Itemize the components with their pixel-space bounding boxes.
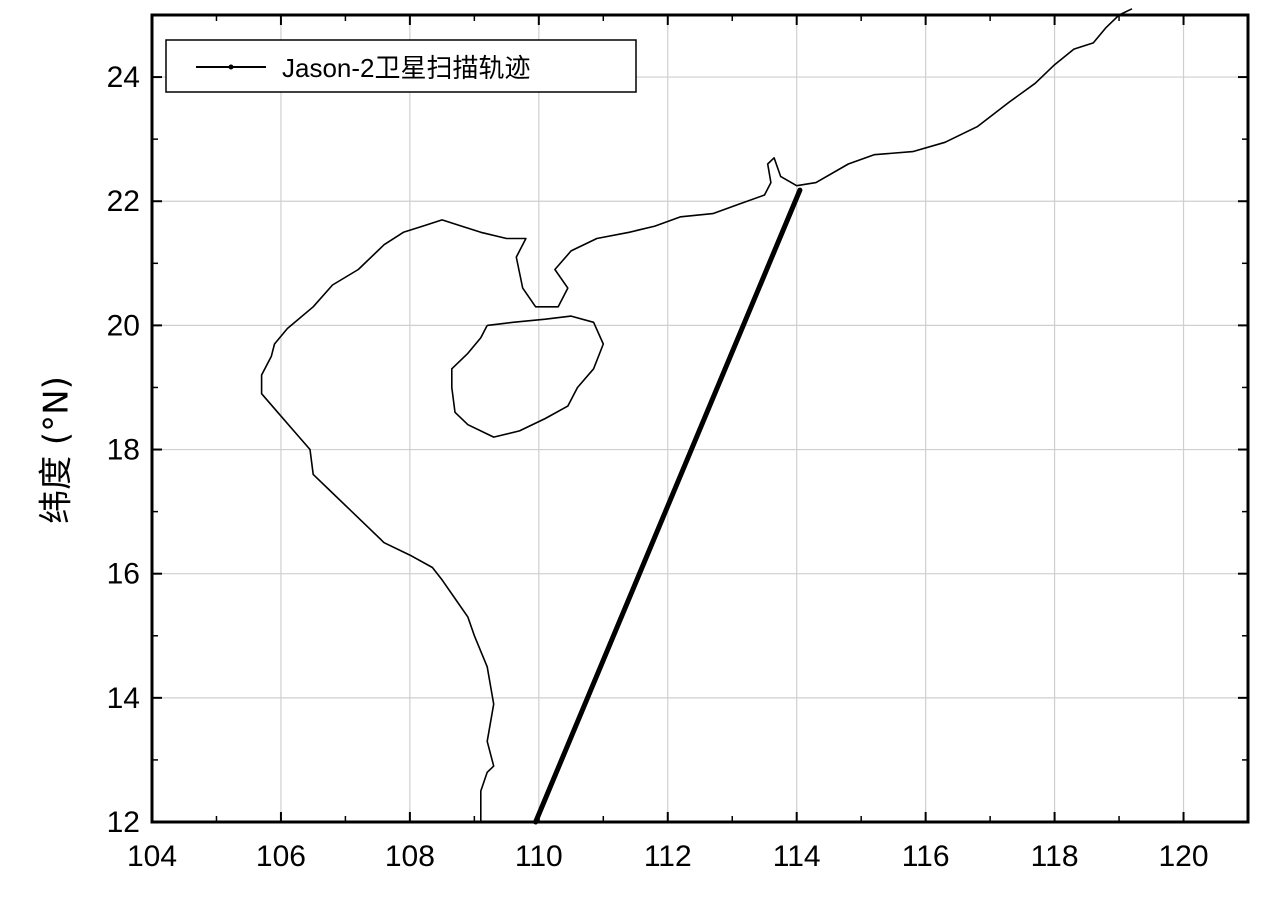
x-tick-label: 104	[127, 840, 177, 873]
legend-swatch-marker	[228, 64, 234, 70]
x-tick-label: 120	[1158, 840, 1208, 873]
series-line-jason2-track	[533, 187, 803, 825]
series-layer	[533, 187, 803, 825]
y-tick-label: 14	[107, 682, 140, 715]
y-tick-label: 24	[107, 61, 140, 94]
y-tick-label: 12	[107, 806, 140, 839]
coastline-mainland	[260, 8, 1133, 822]
x-tick-label: 110	[515, 840, 563, 873]
tick-labels: 104 106 108 110 112 114 116 118 120 12 14 16 18 20 22 2…	[107, 61, 1209, 873]
x-tick-label: 106	[256, 840, 306, 873]
grid-lines	[151, 15, 1248, 823]
y-tick-label: 22	[107, 185, 140, 218]
coastline-hainan	[450, 315, 605, 438]
y-tick-label: 18	[107, 434, 140, 467]
x-tick-label: 108	[385, 840, 435, 873]
plot-frame	[150, 13, 1250, 824]
x-tick-label: 116	[902, 840, 950, 873]
legend: Jason-2卫星扫描轨迹	[165, 39, 637, 93]
x-tick-label: 114	[773, 840, 821, 873]
y-tick-label: 20	[107, 309, 140, 342]
axis-ticks	[151, 15, 1248, 823]
x-tick-label: 112	[644, 840, 692, 873]
legend-entry-label: Jason-2卫星扫描轨迹	[282, 53, 531, 83]
x-tick-label: 118	[1031, 840, 1079, 873]
y-axis-label: 纬度 (°N)	[37, 376, 77, 524]
y-tick-label: 16	[107, 558, 140, 591]
coastline-layer	[260, 8, 1133, 822]
